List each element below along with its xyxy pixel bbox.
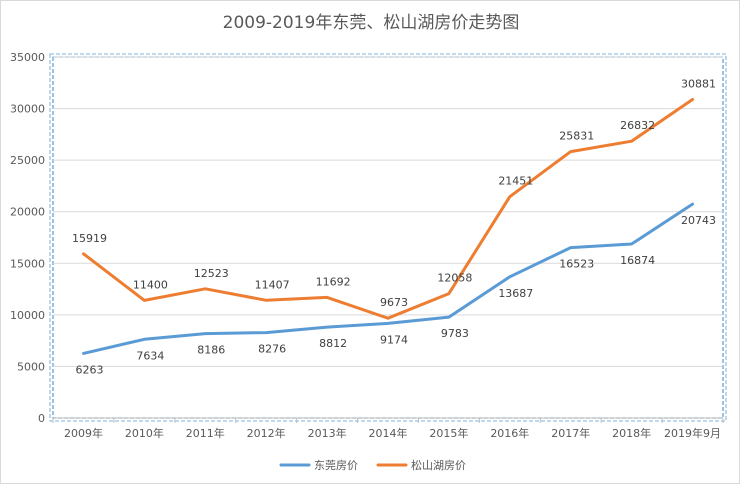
x-tick-label: 2012年	[247, 426, 286, 440]
y-tick-label: 0	[38, 412, 45, 425]
x-tick-label: 2011年	[186, 426, 225, 440]
data-label: 26832	[620, 119, 655, 132]
series-line-0[interactable]	[82, 202, 694, 355]
y-tick-label: 35000	[10, 51, 45, 64]
data-label: 11692	[316, 275, 351, 288]
data-label: 8812	[319, 337, 347, 350]
data-labels: 6263 7634 8186 8276 8812 9174 9783 13687 16523 16…	[72, 77, 716, 376]
y-tick-label: 25000	[10, 154, 45, 167]
y-tick-label: 10000	[10, 309, 45, 322]
x-tick-label: 2010年	[125, 426, 164, 440]
data-label: 12523	[194, 267, 229, 280]
legend-label: 松山湖房价	[411, 458, 466, 472]
data-label: 25831	[559, 130, 594, 143]
x-tick-label: 2015年	[429, 426, 468, 440]
data-label: 20743	[681, 214, 716, 227]
y-tick-label: 20000	[10, 206, 45, 219]
data-label: 12058	[437, 272, 472, 285]
x-tick-label: 2018年	[612, 426, 651, 440]
data-label: 15919	[72, 232, 107, 245]
series-line-1[interactable]	[82, 98, 694, 320]
y-tick-label: 5000	[17, 360, 45, 373]
data-label: 30881	[681, 77, 716, 90]
plot-area-selection-outer	[49, 53, 727, 422]
data-label: 13687	[498, 287, 533, 300]
data-label: 21451	[498, 175, 533, 188]
x-tick-label: 2017年	[551, 426, 590, 440]
data-label: 9673	[380, 296, 408, 309]
data-label: 16874	[620, 254, 655, 267]
series-lines	[82, 98, 694, 355]
x-tick-label: 2013年	[308, 426, 347, 440]
x-tick-label: 2009年	[64, 426, 103, 440]
data-label: 6263	[75, 363, 103, 376]
data-label: 9174	[380, 333, 408, 346]
x-tick-label: 2019年9月	[664, 426, 721, 440]
y-tick-label: 30000	[10, 103, 45, 116]
axes: 0 5000 10000 15000 20000 25000 30000 35000 2009年…	[10, 51, 724, 440]
x-tick-label: 2014年	[369, 426, 408, 440]
legend-label: 东莞房价	[314, 459, 358, 472]
data-label: 11400	[133, 278, 168, 291]
data-label: 7634	[136, 349, 164, 362]
x-tick-label: 2016年	[490, 426, 529, 440]
data-label: 8276	[258, 343, 286, 356]
plot-area-selection[interactable]	[52, 56, 724, 419]
data-label: 8186	[197, 344, 225, 357]
chart-title: 2009-2019年东莞、松山湖房价走势图	[223, 13, 520, 33]
gridlines	[53, 56, 723, 419]
data-label: 16523	[559, 258, 594, 271]
legend: 东莞房价 松山湖房价	[279, 458, 466, 472]
data-label: 9783	[441, 327, 469, 340]
data-label: 11407	[255, 278, 290, 291]
y-tick-label: 15000	[10, 257, 45, 270]
